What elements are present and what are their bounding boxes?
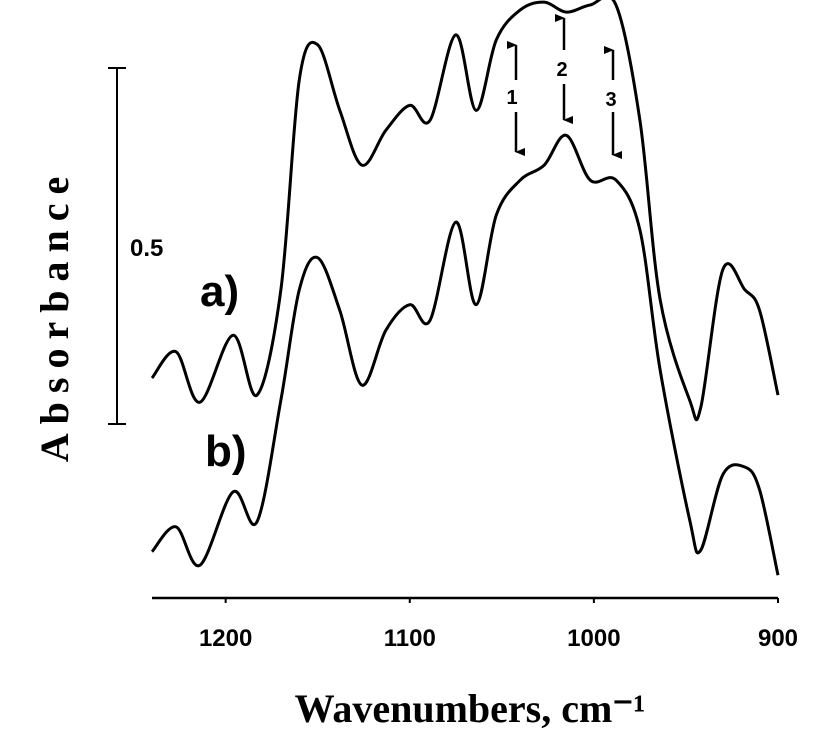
spectrum-line xyxy=(150,133,780,576)
annotation: 1 xyxy=(506,87,517,109)
scale-bar xyxy=(108,67,126,425)
y-axis-label: Absorbance xyxy=(32,168,77,462)
annotation: 3 xyxy=(605,89,616,111)
arrows xyxy=(507,14,622,159)
scale-bar-label: 0.5 xyxy=(130,235,163,262)
series-label: a) xyxy=(200,267,239,316)
series-label: b) xyxy=(205,427,247,476)
annotation: 2 xyxy=(556,59,567,81)
spectrum-line xyxy=(150,0,780,422)
x-tick-label: 1100 xyxy=(384,625,436,652)
x-tick-label: 900 xyxy=(758,625,798,652)
x-tick-label: 1200 xyxy=(199,625,252,652)
x-axis-label: Wavenumbers, cm⁻¹ xyxy=(295,686,646,731)
x-tick-label: 1000 xyxy=(567,625,620,652)
